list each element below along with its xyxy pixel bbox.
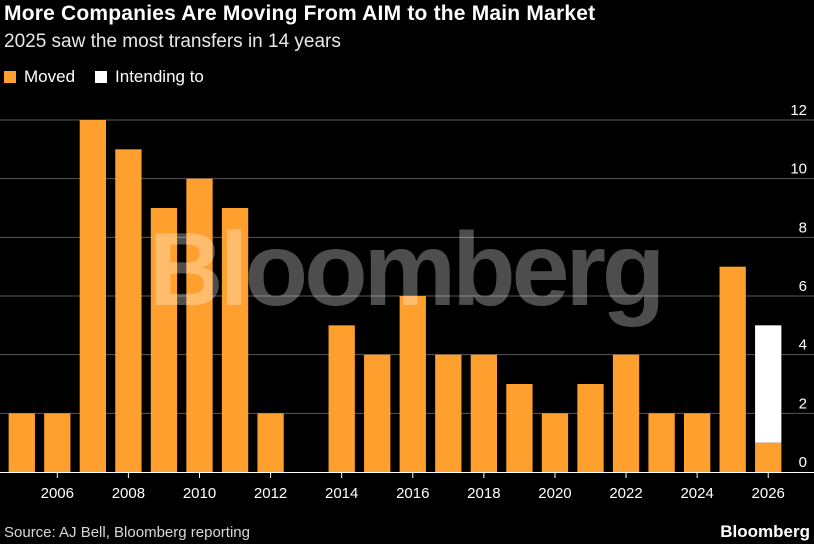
- bar-moved-2022: [612, 354, 640, 472]
- bar-moved-2010: [186, 178, 213, 472]
- bar-moved-2025: [719, 266, 746, 472]
- legend-item-moved: Moved: [4, 67, 75, 87]
- bar-moved-2023: [648, 413, 675, 472]
- x-tick-label: 2012: [254, 485, 287, 502]
- watermark: Bloomberg: [149, 212, 662, 328]
- legend: Moved Intending to: [4, 67, 224, 87]
- legend-swatch-moved: [4, 71, 16, 83]
- bar-moved-2024: [683, 413, 711, 472]
- bar-moved-2012: [257, 413, 284, 472]
- x-tick-label: 2006: [41, 485, 74, 502]
- bar-moved-2006: [44, 413, 71, 472]
- y-tick-label: 6: [799, 278, 807, 295]
- x-tick-label: 2014: [325, 485, 358, 502]
- bar-intending-to-2026: [755, 325, 782, 443]
- y-tick-label: 4: [799, 337, 807, 354]
- chart-title: More Companies Are Moving From AIM to th…: [4, 2, 596, 25]
- x-tick-label: 2018: [467, 485, 500, 502]
- x-tick-label: 2026: [752, 485, 785, 502]
- y-tick-label: 0: [799, 454, 807, 471]
- legend-label-intending: Intending to: [115, 67, 204, 86]
- bloomberg-logo: Bloomberg: [720, 522, 810, 541]
- bar-moved-2026: [755, 442, 782, 472]
- bar-moved-2020: [541, 413, 569, 472]
- x-tick-label: 2008: [112, 485, 145, 502]
- y-tick-label: 8: [799, 219, 807, 236]
- y-tick-label: 12: [790, 102, 807, 119]
- legend-item-intending: Intending to: [95, 67, 204, 87]
- bar-moved-2016: [399, 296, 426, 472]
- x-tick-label: 2016: [396, 485, 429, 502]
- bar-moved-2015: [364, 354, 391, 472]
- bar-moved-2017: [435, 354, 462, 472]
- y-tick-label: 2: [799, 395, 807, 412]
- bar-moved-2005: [8, 413, 35, 472]
- bar-moved-2014: [328, 325, 355, 472]
- bar-moved-2011: [221, 208, 249, 472]
- bar-moved-2021: [577, 384, 604, 472]
- bar-moved-2007: [79, 120, 107, 472]
- bar-moved-2018: [470, 354, 498, 472]
- bar-moved-2019: [506, 384, 533, 472]
- legend-swatch-intending: [95, 71, 108, 83]
- x-tick-label: 2024: [680, 485, 713, 502]
- chart-subtitle: 2025 saw the most transfers in 14 years: [4, 31, 341, 52]
- bars: [8, 120, 782, 473]
- source-note: Source: AJ Bell, Bloomberg reporting: [4, 524, 250, 541]
- y-axis-ticks: 0 2 4 6 8 10 12: [790, 102, 807, 471]
- x-tick-label: 2020: [538, 485, 571, 502]
- x-axis-ticks: 2006 2008 2010 2012 2014 2016 2018 2020 2022 2024…: [41, 472, 785, 502]
- x-tick-label: 2022: [609, 485, 642, 502]
- bar-moved-2009: [150, 208, 178, 472]
- bar-moved-2008: [115, 149, 142, 473]
- y-tick-label: 10: [790, 161, 807, 178]
- x-tick-label: 2010: [183, 485, 216, 502]
- legend-label-moved: Moved: [24, 67, 76, 86]
